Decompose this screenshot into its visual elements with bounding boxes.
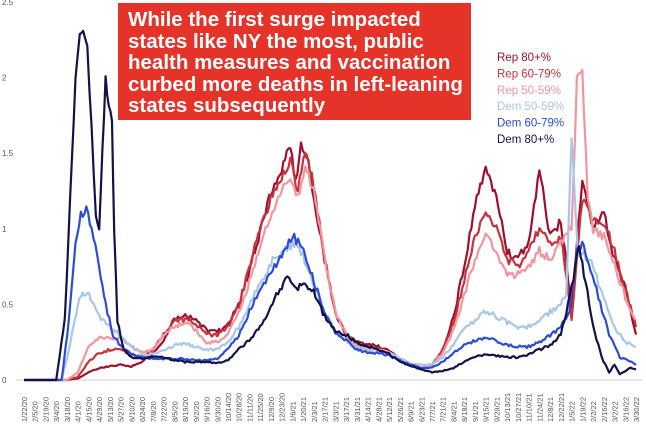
x-tick-label: 1/22/20 (20, 397, 29, 422)
x-tick-label: 7/21/21 (439, 397, 448, 422)
x-tick-label: 3/2/22 (611, 401, 620, 422)
series-lines (24, 29, 638, 382)
x-tick-label: 2/17/21 (321, 397, 330, 422)
x-tick-label: 1/20/21 (299, 397, 308, 422)
x-tick-label: 6/10/20 (127, 397, 136, 422)
y-tick-label: 2 (2, 74, 7, 83)
x-tick-label: 8/4/21 (449, 401, 458, 422)
x-tick-label: 2/3/21 (310, 401, 319, 422)
x-tick-label: 4/1/20 (74, 401, 83, 422)
x-tick-label: 9/2/20 (192, 401, 201, 422)
x-tick-label: 8/18/21 (460, 397, 469, 422)
legend-entry: Dem 60-79% (497, 118, 564, 130)
x-tick-label: 3/3/21 (331, 401, 340, 422)
legend-entry: Rep 60-79% (497, 68, 561, 80)
x-tick-label: 4/15/20 (84, 397, 93, 422)
x-tick-label: 12/8/21 (546, 397, 555, 422)
y-tick-label: 0 (2, 376, 7, 385)
x-tick-label: 8/5/20 (170, 401, 179, 422)
y-tick-label: 0.5 (2, 300, 14, 309)
x-tick-label: 10/28/20 (235, 393, 244, 422)
x-tick-label: 10/13/21 (503, 393, 512, 422)
legend-entry: Dem 50-59% (497, 101, 564, 113)
y-tick-label: 1 (2, 225, 7, 234)
y-tick-label: 2.5 (2, 0, 14, 7)
x-tick-label: 8/19/20 (181, 397, 190, 422)
x-tick-label: 1/19/22 (578, 397, 587, 422)
x-tick-label: 12/22/21 (557, 393, 566, 422)
x-tick-label: 10/14/20 (224, 393, 233, 422)
x-tick-label: 2/5/20 (31, 401, 40, 422)
x-tick-label: 2/19/20 (41, 397, 50, 422)
x-tick-label: 3/17/21 (342, 397, 351, 422)
x-tick-label: 6/9/21 (407, 401, 416, 422)
x-tick-label: 12/9/20 (267, 397, 276, 422)
legend-entry: Dem 80+% (497, 134, 554, 146)
x-tick-label: 5/26/21 (396, 397, 405, 422)
x-tick-label: 6/23/21 (417, 397, 426, 422)
legend-entry: Rep 50-59% (497, 85, 561, 97)
x-tick-label: 3/31/21 (353, 397, 362, 422)
series-line (24, 29, 637, 382)
x-tick-label: 3/4/20 (52, 401, 61, 422)
x-tick-label: 10/27/21 (514, 393, 523, 422)
x-tick-label: 9/15/21 (482, 397, 491, 422)
x-tick-label: 11/10/21 (525, 393, 534, 422)
legend-entry: Rep 80+% (497, 52, 551, 64)
x-tick-label: 5/13/20 (106, 397, 115, 422)
x-tick-label: 1/5/22 (568, 401, 577, 422)
x-tick-label: 1/6/21 (288, 401, 297, 422)
x-tick-label: 4/28/21 (374, 397, 383, 422)
x-tick-label: 11/25/20 (256, 393, 265, 422)
x-tick-label: 3/16/22 (621, 397, 630, 422)
x-tick-label: 4/14/21 (364, 397, 373, 422)
x-tick-label: 11/11/20 (245, 394, 254, 422)
x-tick-label: 7/7/21 (428, 401, 437, 422)
x-tick-label: 3/30/22 (632, 397, 641, 422)
x-tick-label: 9/29/21 (492, 397, 501, 422)
x-tick-label: 6/24/20 (138, 397, 147, 422)
y-tick-labels: 0 0.5 1 1.5 2 2.5 (2, 0, 14, 385)
x-tick-label: 7/22/20 (160, 397, 169, 422)
x-tick-label: 9/30/20 (213, 397, 222, 422)
x-tick-label: 5/27/20 (117, 397, 126, 422)
x-tick-label: 5/12/21 (385, 397, 394, 422)
x-tick-label: 2/16/22 (600, 397, 609, 422)
x-tick-label: 3/18/20 (63, 397, 72, 422)
x-tick-label: 2/2/22 (589, 401, 598, 422)
x-tick-label: 11/24/21 (535, 393, 544, 422)
x-tick-label: 12/23/20 (278, 393, 287, 422)
headline-banner: While the first surge impacted states li… (118, 3, 471, 120)
x-tick-label: 9/1/21 (471, 401, 480, 422)
x-tick-label: 9/16/20 (203, 397, 212, 422)
x-tick-labels: 1/22/20 2/5/20 2/19/20 3/4/20 3/18/20 4/1/20 4… (20, 393, 641, 422)
y-tick-label: 1.5 (2, 149, 14, 158)
x-tick-label: 7/8/20 (149, 401, 158, 422)
x-tick-label: 4/29/20 (95, 397, 104, 422)
legend: Rep 80+% Rep 60-79% Rep 50-59% Dem 50-59% De… (497, 52, 564, 146)
